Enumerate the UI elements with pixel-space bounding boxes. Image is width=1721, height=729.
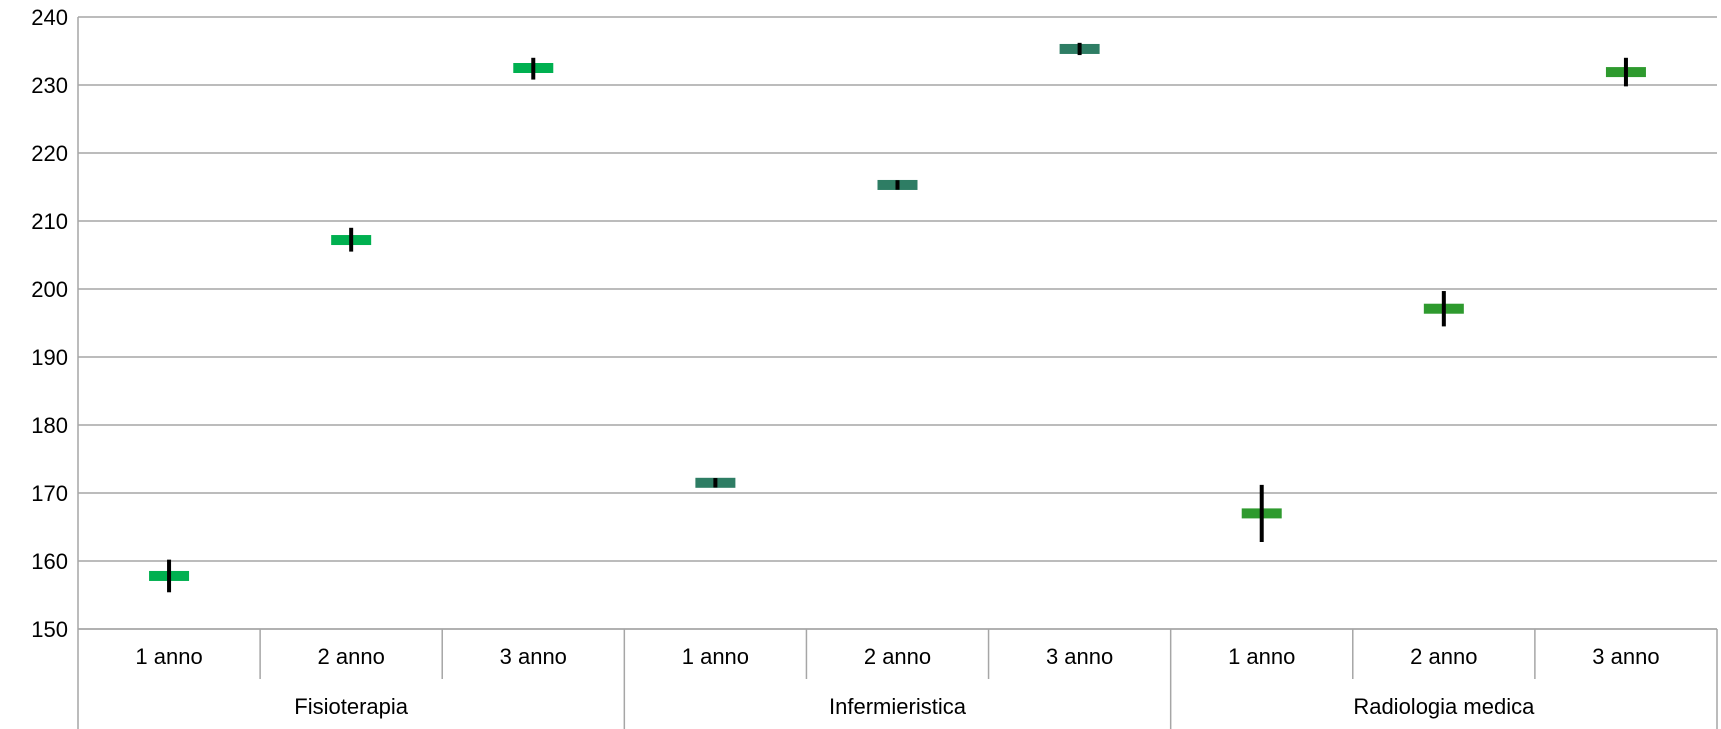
data-point	[877, 179, 918, 190]
x-category-label: 3 anno	[1592, 644, 1659, 669]
y-tick-label: 200	[31, 277, 68, 302]
x-category-label: 1 anno	[135, 644, 202, 669]
x-category-label: 2 anno	[318, 644, 385, 669]
x-category-label: 2 anno	[864, 644, 931, 669]
x-category-label: 3 anno	[1046, 644, 1113, 669]
data-point	[513, 57, 554, 80]
data-points	[149, 42, 1646, 593]
data-point	[1605, 57, 1646, 87]
data-point	[331, 227, 372, 252]
x-category-label: 3 anno	[500, 644, 567, 669]
y-tick-label: 150	[31, 617, 68, 642]
y-tick-label: 180	[31, 413, 68, 438]
x-category-label: 2 anno	[1410, 644, 1477, 669]
data-point	[695, 477, 736, 488]
y-tick-label: 230	[31, 73, 68, 98]
y-tick-label: 240	[31, 5, 68, 30]
data-point	[1241, 484, 1282, 542]
gridlines	[78, 16, 1717, 630]
y-tick-label: 160	[31, 549, 68, 574]
y-tick-label: 210	[31, 209, 68, 234]
y-tick-label: 170	[31, 481, 68, 506]
y-tick-label: 190	[31, 345, 68, 370]
x-category-label: 1 anno	[1228, 644, 1295, 669]
x-category-label: 1 anno	[682, 644, 749, 669]
data-point	[149, 559, 190, 593]
x-axis: 1 anno 2 anno 3 anno Fisioterapia 1 anno 2 an…	[77, 17, 1718, 729]
y-axis-tick-labels: 150 160 170 180 190 200 210 220 230 240	[31, 5, 68, 642]
x-group-label: Fisioterapia	[294, 694, 408, 719]
x-group-label: Infermieristica	[829, 694, 967, 719]
y-tick-label: 220	[31, 141, 68, 166]
x-group-label: Radiologia medica	[1353, 694, 1535, 719]
data-point	[1059, 42, 1100, 56]
data-point	[1423, 291, 1464, 327]
